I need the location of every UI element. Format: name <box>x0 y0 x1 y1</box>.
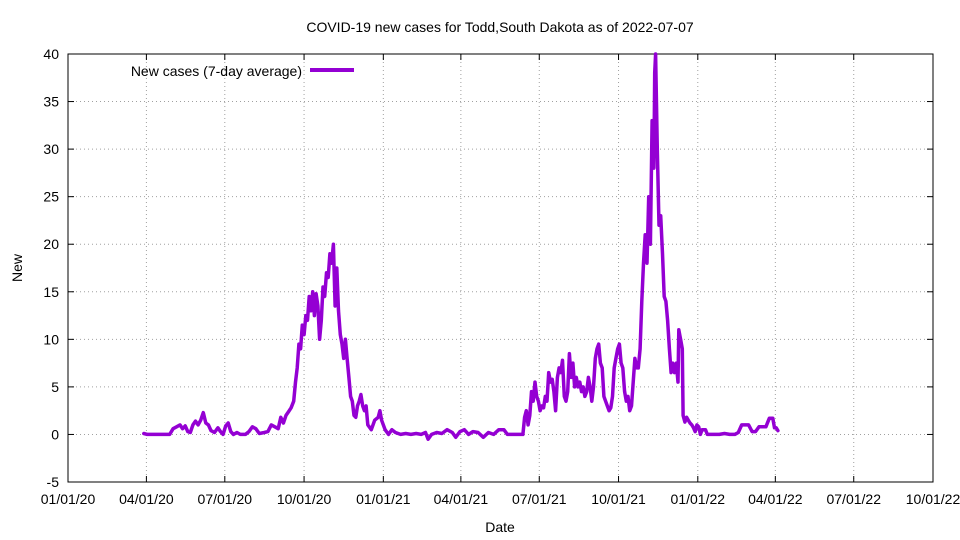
y-tick-label: 35 <box>43 94 59 110</box>
x-tick-label: 07/01/22 <box>826 491 881 507</box>
x-tick-label: 10/01/22 <box>906 491 960 507</box>
x-tick-label: 04/01/20 <box>119 491 174 507</box>
legend-label: New cases (7-day average) <box>131 63 302 79</box>
x-tick-label: 01/01/20 <box>41 491 96 507</box>
x-tick-label: 01/01/22 <box>671 491 726 507</box>
x-tick-label: 10/01/21 <box>591 491 646 507</box>
y-tick-label: 10 <box>43 331 59 347</box>
y-tick-label: 20 <box>43 236 59 252</box>
y-tick-label: 40 <box>43 46 59 62</box>
y-axis-ticks: -5 0 5 10 15 20 25 30 35 40 <box>43 46 933 490</box>
x-axis-ticks: 01/01/20 04/01/20 07/01/20 10/01/20 01/01/21… <box>41 54 960 507</box>
y-tick-label: 30 <box>43 141 59 157</box>
y-tick-label: 0 <box>51 426 59 442</box>
y-tick-label: 25 <box>43 189 59 205</box>
series-line <box>142 52 780 441</box>
y-axis-label: New <box>9 253 25 282</box>
x-tick-label: 01/01/21 <box>356 491 411 507</box>
x-tick-label: 04/01/22 <box>748 491 803 507</box>
x-tick-label: 07/01/20 <box>198 491 253 507</box>
y-tick-label: -5 <box>47 474 60 490</box>
plot-frame <box>67 53 934 483</box>
chart-title: COVID-19 new cases for Todd,South Dakota… <box>306 19 694 35</box>
x-tick-label: 07/01/21 <box>512 491 567 507</box>
legend: New cases (7-day average) <box>131 63 354 79</box>
y-tick-label: 5 <box>51 379 59 395</box>
grid-lines <box>68 54 933 482</box>
x-axis-label: Date <box>485 519 515 535</box>
y-tick-label: 15 <box>43 284 59 300</box>
series-group <box>142 52 780 441</box>
x-tick-label: 04/01/21 <box>434 491 489 507</box>
x-tick-label: 10/01/20 <box>277 491 332 507</box>
